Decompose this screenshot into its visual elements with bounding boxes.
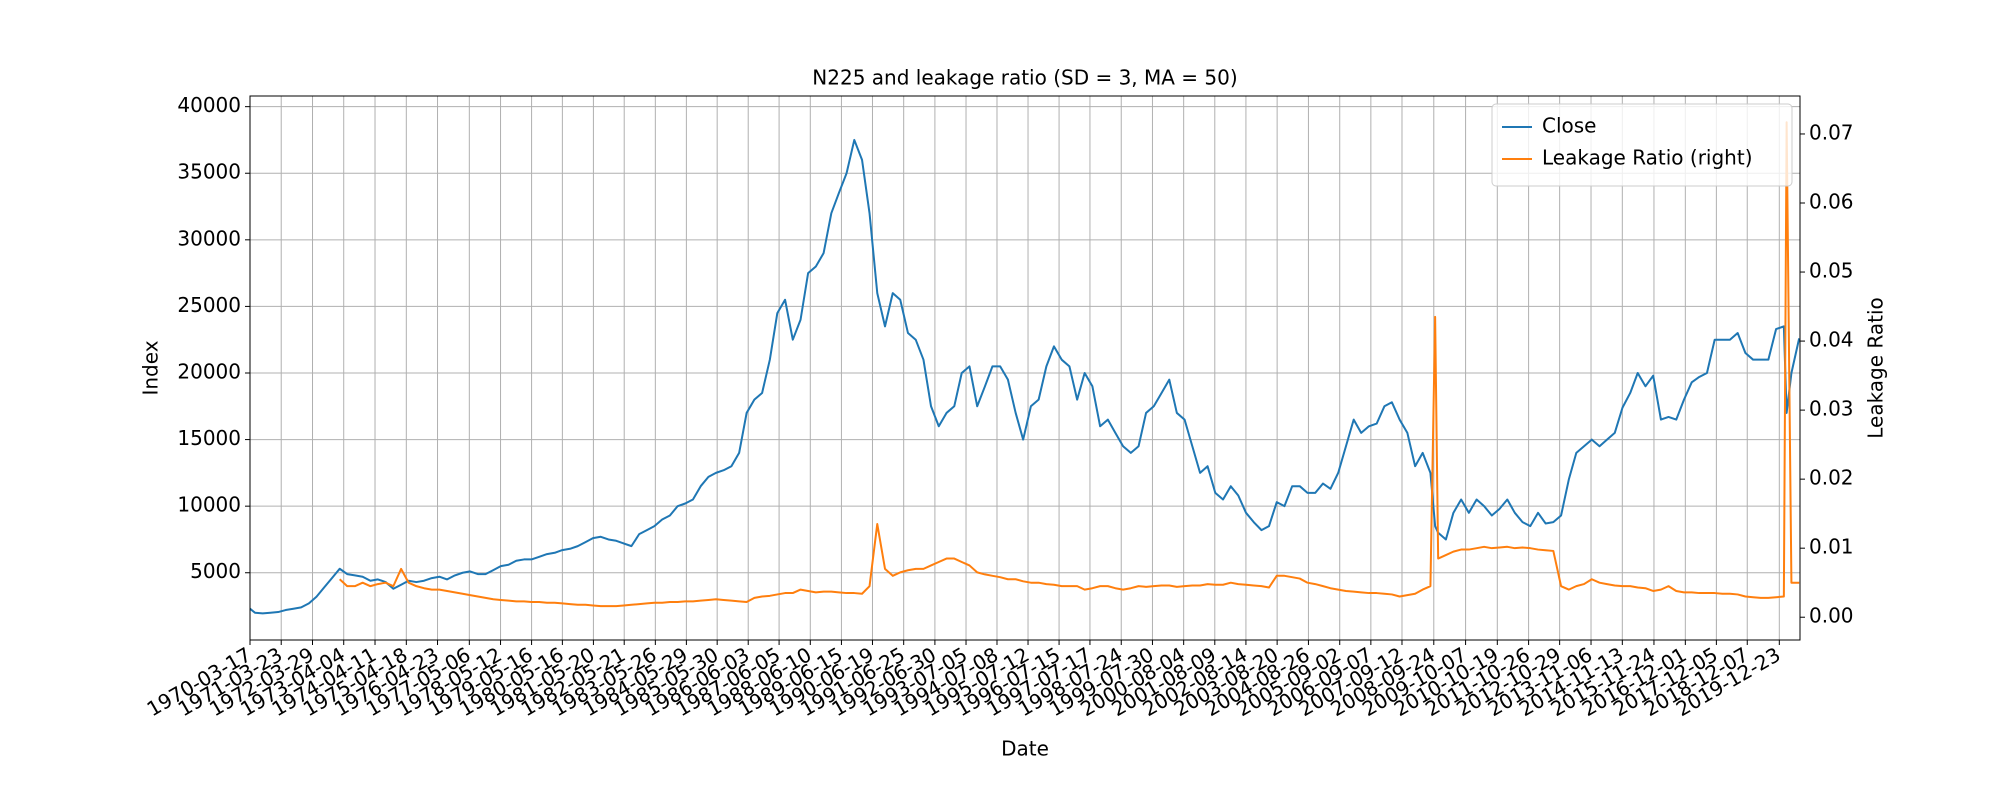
y-axis-label: Index [139,340,163,395]
x-axis-label: Date [1001,737,1049,761]
y-tick-label: 25000 [177,293,241,317]
y2-tick-label: 0.02 [1809,466,1854,490]
legend-label: Close [1542,114,1596,138]
chart-title: N225 and leakage ratio (SD = 3, MA = 50) [812,66,1237,90]
y-tick-label: 35000 [177,160,241,184]
y-tick-label: 10000 [177,493,241,517]
y2-tick-label: 0.03 [1809,397,1854,421]
y2-tick-label: 0.07 [1809,120,1854,144]
y2-axis-label: Leakage Ratio [1864,297,1888,439]
y-tick-label: 30000 [177,226,241,250]
y2-tick-label: 0.00 [1809,604,1854,628]
y-tick-label: 40000 [177,93,241,117]
legend-label: Leakage Ratio (right) [1542,146,1753,170]
y2-tick-label: 0.04 [1809,328,1854,352]
y-tick-label: 5000 [190,559,241,583]
data-line [339,121,1800,608]
y-tick-label: 20000 [177,359,241,383]
data-line [249,138,1801,615]
y2-tick-label: 0.06 [1809,190,1854,214]
plot-frame [249,95,1801,641]
y2-tick-label: 0.05 [1809,259,1854,283]
legend-box [1491,103,1793,187]
y2-tick-label: 0.01 [1809,535,1854,559]
y-tick-label: 15000 [177,426,241,450]
